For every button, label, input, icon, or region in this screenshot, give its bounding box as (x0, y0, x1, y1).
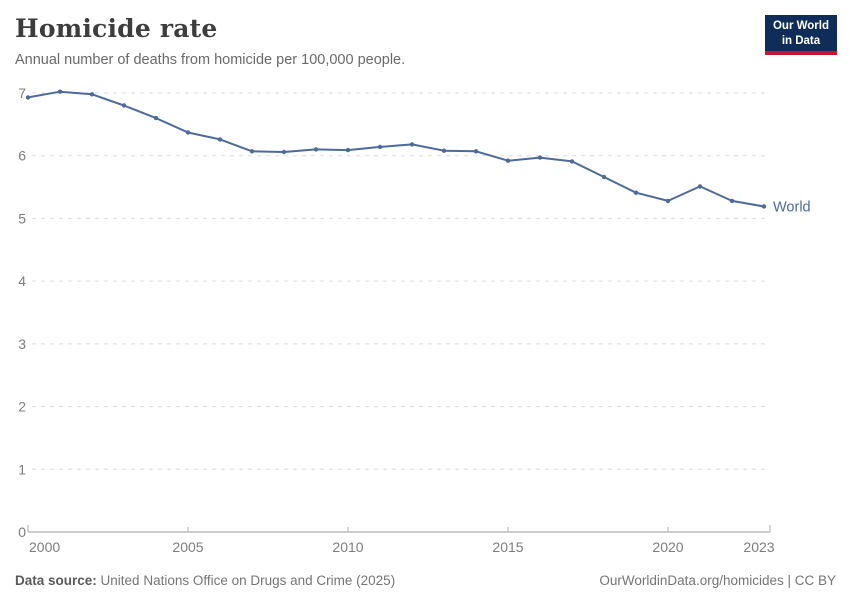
data-point[interactable] (441, 148, 447, 153)
data-point[interactable] (409, 142, 415, 147)
data-point[interactable] (505, 158, 511, 163)
data-point[interactable] (249, 149, 255, 154)
x-axis-label: 2000 (29, 539, 60, 555)
page-title: Homicide rate (15, 14, 218, 43)
data-point[interactable] (601, 174, 607, 180)
data-point[interactable] (665, 198, 671, 204)
data-point[interactable] (633, 190, 639, 195)
y-axis-label: 7 (18, 85, 26, 101)
data-point[interactable] (729, 198, 735, 204)
x-axis-label: 2020 (652, 539, 683, 555)
data-point[interactable] (697, 184, 703, 189)
series-end-label: World (773, 200, 811, 216)
data-point[interactable] (57, 89, 63, 94)
chart-subtitle: Annual number of deaths from homicide pe… (15, 52, 406, 68)
series-line-world[interactable] (27, 90, 765, 208)
data-source-label: Data source: (15, 573, 97, 588)
data-point[interactable] (345, 147, 351, 153)
owid-logo-line2: in Data (781, 34, 821, 47)
data-point[interactable] (761, 204, 767, 209)
y-axis-label: 3 (18, 336, 26, 352)
data-point[interactable] (121, 103, 127, 108)
data-point[interactable] (313, 147, 319, 152)
data-point[interactable] (89, 92, 95, 97)
x-axis-label: 2010 (332, 539, 363, 555)
chart-footer: Data source: United Nations Office on Dr… (15, 573, 836, 588)
y-axis-label: 1 (18, 461, 26, 477)
data-point[interactable] (377, 144, 383, 150)
x-axis-label: 2005 (172, 539, 203, 555)
y-axis-label: 0 (18, 524, 26, 540)
data-point[interactable] (473, 149, 479, 154)
y-axis-label: 2 (18, 399, 26, 415)
data-point[interactable] (537, 155, 543, 160)
data-source-value: United Nations Office on Drugs and Crime… (100, 573, 396, 588)
data-point[interactable] (569, 159, 575, 164)
y-axis-label: 6 (18, 148, 26, 164)
data-point[interactable] (281, 149, 287, 155)
x-axis-label: 2015 (492, 539, 523, 555)
owid-logo-line1: Our World (772, 20, 829, 32)
data-point[interactable] (217, 137, 223, 142)
data-source: Data source: United Nations Office on Dr… (15, 573, 395, 588)
owid-logo[interactable]: Our World in Data (764, 15, 837, 56)
data-point[interactable] (153, 115, 159, 121)
data-point[interactable] (25, 95, 31, 100)
y-axis-label: 5 (18, 210, 26, 226)
data-point[interactable] (185, 130, 191, 135)
attribution-link[interactable]: OurWorldinData.org/homicides | CC BY (599, 573, 836, 588)
x-axis-label: 2023 (743, 539, 774, 555)
y-axis-label: 4 (18, 273, 26, 289)
